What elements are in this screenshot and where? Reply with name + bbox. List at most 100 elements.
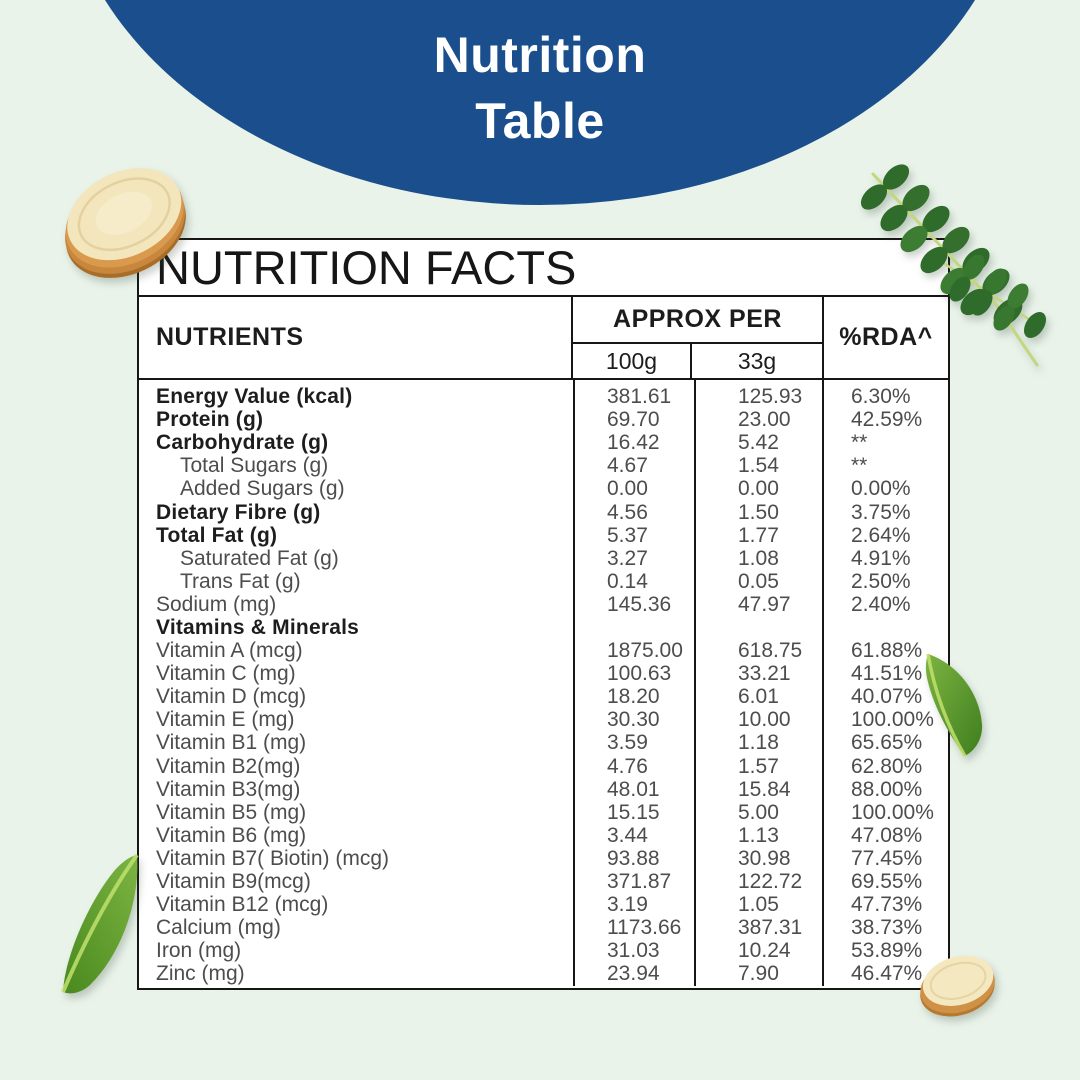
table-row: Vitamin B1 (mg) 3.59 1.18 65.65% [139, 731, 948, 754]
nutrient-value: 4.91% [851, 546, 911, 570]
table-rows: Energy Value (kcal) 381.61 125.93 6.30% Prot… [139, 380, 948, 986]
nutrient-value: 2.64% [851, 523, 911, 547]
nutrient-value: 4.76 [607, 754, 648, 778]
nutrient-value: 3.59 [607, 731, 648, 755]
nutrient-value: 6.01 [738, 685, 779, 709]
nutrient-value: 15.84 [738, 777, 791, 801]
nutrient-value: 387.31 [738, 916, 803, 940]
nutrient-label: Carbohydrate (g) [156, 431, 329, 455]
nutrient-label: Vitamin B5 (mg) [156, 800, 307, 824]
nutrient-label: Iron (mg) [156, 939, 242, 963]
nutrient-value: 1.13 [738, 823, 779, 847]
table-row: Carbohydrate (g) 16.42 5.42 ** [139, 431, 948, 454]
nutrient-value: 3.27 [607, 546, 648, 570]
nutrient-label: Vitamins & Minerals [156, 615, 359, 639]
nutrient-label: Vitamin A (mcg) [156, 639, 303, 663]
table-row: Energy Value (kcal) 381.61 125.93 6.30% [139, 385, 948, 408]
nutrient-label: Dietary Fibre (g) [156, 500, 321, 524]
table-header: NUTRIENTS APPROX PER 100g 33g %RDA^ [139, 297, 948, 380]
nutrient-value: 47.73% [851, 893, 923, 917]
table-body: Energy Value (kcal) 381.61 125.93 6.30% Prot… [139, 380, 948, 986]
nutrient-value: 1.77 [738, 523, 779, 547]
table-row: Saturated Fat (g) 3.27 1.08 4.91% [139, 547, 948, 570]
nutrient-value: 88.00% [851, 777, 923, 801]
table-row: Iron (mg) 31.03 10.24 53.89% [139, 939, 948, 962]
nutrient-value: 40.07% [851, 685, 923, 709]
nutrient-value: 10.24 [738, 939, 791, 963]
nutrient-value: 2.40% [851, 592, 911, 616]
nutrient-value: 0.00% [851, 477, 911, 501]
nutrient-value: 3.19 [607, 893, 648, 917]
banner-title-line1: Nutrition [433, 27, 647, 83]
nutrient-value: 4.56 [607, 500, 648, 524]
nutrient-value: 3.44 [607, 823, 648, 847]
nutrient-value: 5.00 [738, 800, 779, 824]
nutrient-value: 0.05 [738, 569, 779, 593]
table-title: NUTRITION FACTS [139, 240, 948, 297]
header-approx-per: APPROX PER [573, 297, 822, 344]
table-row: Protein (g) 69.70 23.00 42.59% [139, 408, 948, 431]
column-divider [822, 380, 824, 986]
table-row: Total Sugars (g) 4.67 1.54 ** [139, 454, 948, 477]
nutrient-value: 53.89% [851, 939, 923, 963]
nutrient-label: Vitamin B9(mcg) [156, 870, 311, 894]
nutrient-value: 47.08% [851, 823, 923, 847]
table-row: Vitamins & Minerals [139, 616, 948, 639]
table-row: Added Sugars (g) 0.00 0.00 0.00% [139, 477, 948, 500]
nutrient-label: Sodium (mg) [156, 592, 277, 616]
banner-title: Nutrition Table [0, 22, 1080, 154]
nutrient-label: Trans Fat (g) [180, 569, 301, 593]
header-100g: 100g [573, 344, 692, 378]
nutrient-value: 69.55% [851, 870, 923, 894]
table-row: Vitamin E (mg) 30.30 10.00 100.00% [139, 708, 948, 731]
nutrient-value: 7.90 [738, 962, 779, 986]
nutrient-label: Vitamin B6 (mg) [156, 823, 307, 847]
nutrient-value: 1.54 [738, 454, 779, 478]
table-row: Trans Fat (g) 0.14 0.05 2.50% [139, 570, 948, 593]
nutrient-value: 77.45% [851, 846, 923, 870]
nutrient-value: 93.88 [607, 846, 660, 870]
nutrient-value: 0.00 [607, 477, 648, 501]
banner-title-line2: Table [475, 93, 605, 149]
nutrient-value: 65.65% [851, 731, 923, 755]
table-row: Vitamin B7( Biotin) (mcg) 93.88 30.98 77.45… [139, 847, 948, 870]
table-row: Vitamin B2(mg) 4.76 1.57 62.80% [139, 755, 948, 778]
table-row: Vitamin B12 (mcg) 3.19 1.05 47.73% [139, 893, 948, 916]
nutrient-value: ** [851, 454, 868, 478]
table-row: Sodium (mg) 145.36 47.97 2.40% [139, 593, 948, 616]
nutrient-value: 5.37 [607, 523, 648, 547]
table-row: Vitamin B5 (mg) 15.15 5.00 100.00% [139, 801, 948, 824]
nutrient-value: 10.00 [738, 708, 791, 732]
table-row: Vitamin D (mcg) 18.20 6.01 40.07% [139, 685, 948, 708]
nutrient-value: 30.30 [607, 708, 660, 732]
column-divider [694, 380, 696, 986]
nutrient-label: Vitamin B1 (mg) [156, 731, 307, 755]
nutrient-value: 3.75% [851, 500, 911, 524]
header-serving-columns: 100g 33g [573, 344, 822, 378]
nutrient-value: 0.14 [607, 569, 648, 593]
table-row: Vitamin A (mcg) 1875.00 618.75 61.88% [139, 639, 948, 662]
nutrient-value: 2.50% [851, 569, 911, 593]
nutrient-value: 1173.66 [607, 916, 682, 940]
nutrient-value: 31.03 [607, 939, 660, 963]
nutrient-value: 41.51% [851, 662, 923, 686]
nutrient-value: ** [851, 431, 868, 455]
nutrient-label: Vitamin D (mcg) [156, 685, 307, 709]
header-rda: %RDA^ [822, 297, 948, 378]
nutrient-label: Vitamin E (mg) [156, 708, 295, 732]
nutrient-value: 6.30% [851, 385, 911, 409]
table-row: Calcium (mg) 1173.66 387.31 38.73% [139, 916, 948, 939]
nutrient-value: 100.00% [851, 800, 934, 824]
table-row: Vitamin C (mg) 100.63 33.21 41.51% [139, 662, 948, 685]
nutrient-value: 42.59% [851, 408, 923, 432]
nutrient-value: 16.42 [607, 431, 660, 455]
header-approx-per-group: APPROX PER 100g 33g [573, 297, 822, 378]
nutrient-label: Vitamin C (mg) [156, 662, 296, 686]
nutrient-label: Total Fat (g) [156, 523, 278, 547]
nutrient-value: 62.80% [851, 754, 923, 778]
nutrient-value: 23.94 [607, 962, 660, 986]
nutrient-label: Vitamin B12 (mcg) [156, 893, 329, 917]
nutrient-label: Vitamin B2(mg) [156, 754, 301, 778]
nutrient-value: 1.57 [738, 754, 779, 778]
nutrient-value: 18.20 [607, 685, 660, 709]
